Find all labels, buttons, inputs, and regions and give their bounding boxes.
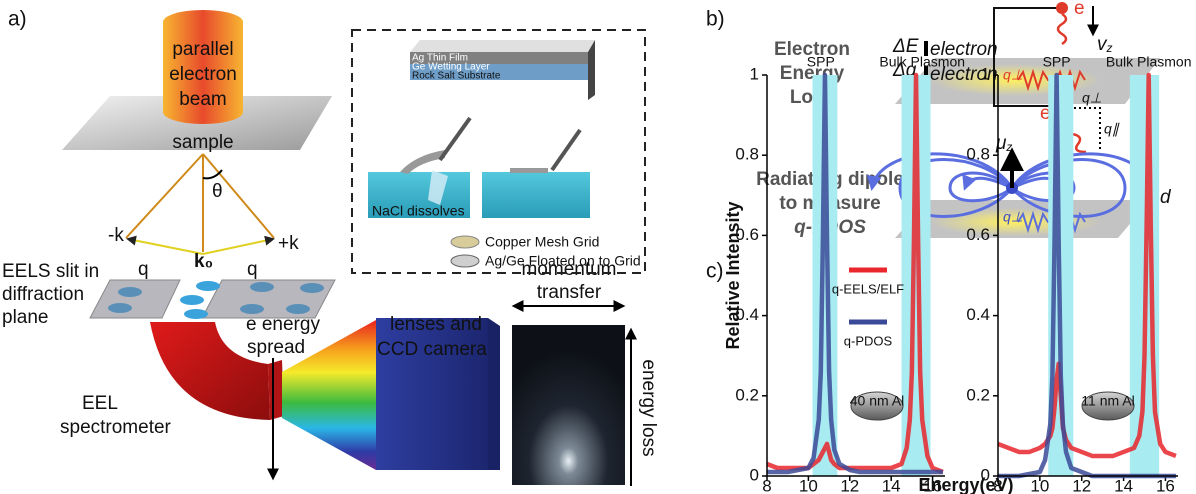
tweezers (440, 118, 470, 160)
y-tick-label: 0.2 (735, 385, 759, 404)
y-tick-label: 1 (750, 64, 759, 83)
q-par: q∥ (1104, 121, 1120, 137)
legend-label: q-PDOS (844, 333, 893, 348)
tweezers (552, 130, 580, 170)
annotation: SPP (1043, 54, 1071, 70)
q-right: q (247, 259, 258, 280)
y-tick-label: 0.8 (966, 145, 990, 164)
mu-sub: z (1005, 140, 1012, 154)
camera-label: CCD camera (377, 339, 487, 360)
x-tick-label: 12 (840, 476, 859, 494)
floated-grid (451, 255, 479, 267)
panel-label: b) (706, 8, 725, 31)
spectrometer-label: spectrometer (60, 417, 172, 438)
q-perp: q⊥ (1003, 209, 1023, 225)
beam-label: electron (169, 64, 237, 85)
x-tick-label: 10 (1030, 476, 1049, 494)
q-perp: q⊥ (1082, 90, 1102, 106)
y-tick-label: 0 (750, 465, 759, 484)
shape (126, 154, 203, 238)
beam-label: parallel (172, 39, 233, 60)
slit-label: plane (2, 307, 49, 328)
copper-grid (451, 236, 479, 248)
shape (118, 287, 142, 297)
shape (128, 239, 203, 254)
x-tick-label: 14 (882, 476, 901, 494)
shape: vz (1097, 34, 1113, 55)
scatter-rays (126, 154, 274, 252)
slit-label: diffraction (2, 284, 84, 305)
shape (108, 303, 132, 313)
minus-k: -k (108, 225, 124, 246)
shape (180, 295, 204, 305)
q-left: q (138, 259, 149, 280)
y-tick-label: 0 (981, 465, 990, 484)
chart: SPP Bulk Plasmon 0 0.2 0.4 0.6 0.8 1 8 10 12 14 16 11… (966, 54, 1191, 494)
water (482, 172, 590, 218)
x-tick-label: 8 (993, 476, 1002, 494)
camera-label: lenses and (390, 314, 482, 335)
spread-label: spread (247, 337, 305, 358)
spectrometer-label: EEL (82, 393, 118, 414)
beam-label: beam (179, 89, 227, 110)
x-tick-label: 14 (1114, 476, 1133, 494)
q-perp: q⊥ (1003, 67, 1023, 83)
plus-k: +k (278, 233, 299, 254)
shape (250, 282, 274, 292)
y-tick-label: 0.8 (735, 145, 759, 164)
k0: k₀ (194, 251, 213, 272)
momentum-label: transfer (537, 282, 602, 303)
dissolve-label: NaCl dissolves (372, 203, 465, 219)
energy-loss-label: energy loss (638, 359, 659, 456)
shape (300, 283, 324, 293)
y-tick-label: 1 (981, 64, 990, 83)
wave (1058, 14, 1066, 44)
shape (196, 281, 220, 291)
shape (184, 309, 208, 319)
panel-label: c) (706, 260, 724, 283)
theta-arc (203, 170, 222, 178)
e-top: e (1074, 0, 1085, 19)
panel-a: a) parallel electron beam sample θ -k +k… (2, 8, 659, 486)
annotation: Bulk Plasmon (879, 54, 965, 70)
legend-label: q-EELS/ELF (832, 281, 904, 296)
slit-block (90, 280, 180, 318)
y-tick-label: 0.6 (966, 225, 990, 244)
mu: μ (995, 133, 1007, 154)
badge-label: 40 nm Al (850, 393, 904, 409)
camera-side (488, 318, 500, 470)
film (400, 150, 445, 174)
x-tick-label: 16 (1156, 476, 1175, 494)
panel-label: a) (8, 8, 27, 31)
shape (286, 304, 310, 314)
annotation: SPP (807, 54, 835, 70)
theta: θ (212, 181, 223, 202)
badge-label: 11 nm Al (1081, 393, 1134, 409)
panel-b: b) Electron Energy Loss ΔE electron Δq e… (706, 0, 1172, 238)
ag-layer (410, 40, 595, 52)
floated-label: Ag/Ge Floated on to Grid (485, 253, 641, 269)
electron (1056, 2, 1068, 14)
layer-label: Rock Salt Substrate (412, 71, 501, 82)
y-tick-label: 0.4 (966, 305, 990, 324)
d-label: d (1160, 187, 1172, 208)
x-tick-label: 10 (799, 476, 818, 494)
spread-label: e energy (246, 314, 320, 335)
y-axis-label: Relative Intensity (723, 201, 743, 349)
slit-label: EELS slit in (2, 261, 99, 282)
figure: a) parallel electron beam sample θ -k +k… (0, 0, 1196, 494)
sample-label: sample (172, 132, 233, 153)
y-tick-label: 0.2 (966, 385, 990, 404)
annotation: Bulk Plasmon (1106, 54, 1192, 70)
grid-label: Copper Mesh Grid (485, 234, 599, 250)
shape (203, 239, 273, 254)
x-tick-label: 8 (762, 476, 771, 494)
shape (240, 304, 264, 314)
floating-film (510, 168, 548, 173)
detector-image (512, 325, 625, 485)
magnet-face (268, 360, 284, 420)
x-tick-label: 12 (1072, 476, 1091, 494)
